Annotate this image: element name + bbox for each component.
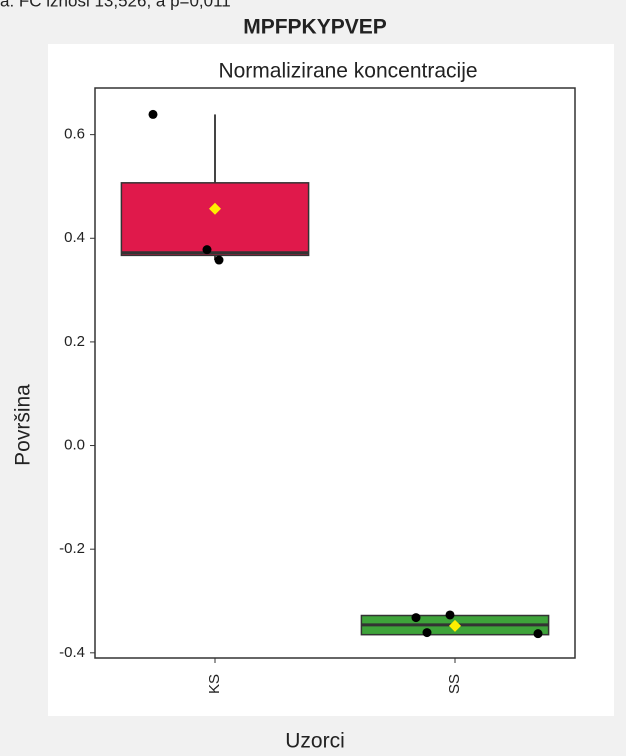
point xyxy=(214,255,224,265)
box xyxy=(120,182,310,257)
point xyxy=(533,629,543,639)
mean-marker xyxy=(449,619,461,632)
x-tick-label: SS xyxy=(446,674,463,694)
chart-subtitle: Normalizirane koncentracije xyxy=(218,60,477,83)
y-tick-label: 0.2 xyxy=(64,333,85,350)
chart-title: MPFPKYPVEP xyxy=(243,16,387,39)
mean-marker xyxy=(209,202,221,215)
point xyxy=(445,610,455,620)
y-tick-label: -0.2 xyxy=(59,540,85,557)
y-tick-label: -0.4 xyxy=(59,644,85,661)
y-axis-label: Površina xyxy=(12,384,35,466)
point xyxy=(411,613,421,623)
point xyxy=(202,245,212,255)
panel xyxy=(48,44,614,716)
point xyxy=(148,109,158,119)
caption: a: FC iznosi 13,526, a p=0,011 xyxy=(0,0,231,10)
y-tick-label: 0.4 xyxy=(64,229,85,246)
plot-border xyxy=(94,87,576,659)
point xyxy=(422,628,432,638)
x-axis-label: Uzorci xyxy=(285,730,345,753)
y-tick-label: 0.6 xyxy=(64,126,85,143)
y-tick-label: 0.0 xyxy=(64,437,85,454)
x-tick-label: KS xyxy=(206,674,223,694)
